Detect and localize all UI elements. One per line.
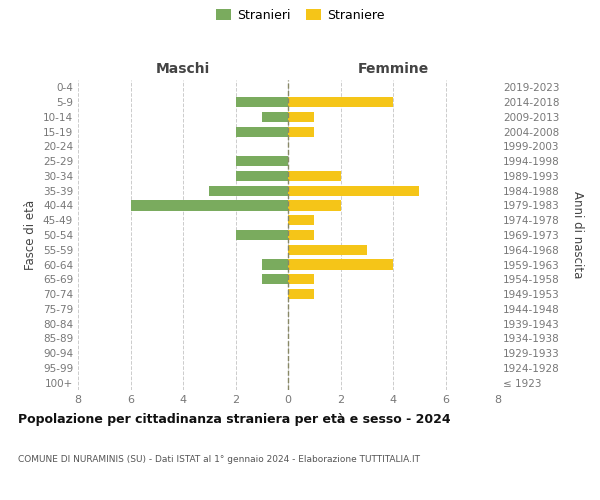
Bar	[288, 260, 393, 270]
Text: Maschi: Maschi	[156, 62, 210, 76]
Bar	[288, 112, 314, 122]
Bar	[262, 260, 288, 270]
Bar	[288, 200, 341, 210]
Bar	[288, 126, 314, 137]
Bar	[235, 156, 288, 166]
Bar	[262, 112, 288, 122]
Text: COMUNE DI NURAMINIS (SU) - Dati ISTAT al 1° gennaio 2024 - Elaborazione TUTTITAL: COMUNE DI NURAMINIS (SU) - Dati ISTAT al…	[18, 455, 420, 464]
Bar	[235, 230, 288, 240]
Bar	[288, 186, 419, 196]
Bar	[288, 274, 314, 284]
Bar	[235, 126, 288, 137]
Bar	[288, 289, 314, 299]
Bar	[288, 230, 314, 240]
Bar	[288, 215, 314, 226]
Bar	[288, 171, 341, 181]
Bar	[209, 186, 288, 196]
Bar	[288, 97, 393, 108]
Text: Femmine: Femmine	[358, 62, 428, 76]
Y-axis label: Fasce di età: Fasce di età	[25, 200, 37, 270]
Bar	[130, 200, 288, 210]
Y-axis label: Anni di nascita: Anni di nascita	[571, 192, 584, 278]
Legend: Stranieri, Straniere: Stranieri, Straniere	[213, 6, 387, 24]
Bar	[235, 97, 288, 108]
Bar	[288, 244, 367, 255]
Bar	[235, 171, 288, 181]
Bar	[262, 274, 288, 284]
Text: Popolazione per cittadinanza straniera per età e sesso - 2024: Popolazione per cittadinanza straniera p…	[18, 412, 451, 426]
